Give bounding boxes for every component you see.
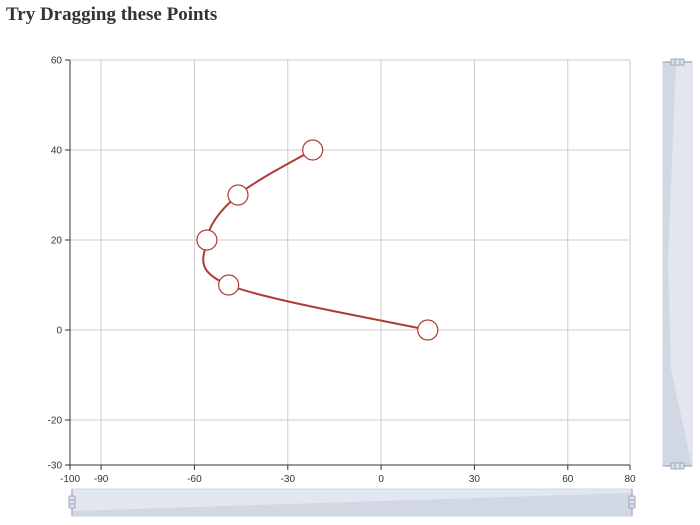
y-tick-label: 60 [51, 56, 63, 67]
draggable-point[interactable] [302, 139, 324, 161]
y-tick-label: -30 [48, 461, 63, 472]
x-tick-label: 30 [469, 474, 481, 485]
x-tick-label: -60 [187, 474, 202, 485]
y-tick-label: -20 [48, 416, 63, 427]
y-tick-label: 40 [51, 146, 63, 157]
y-zoom-slider[interactable] [662, 58, 693, 470]
x-zoom-data-shadow [72, 493, 632, 516]
axes [65, 59, 631, 470]
draggable-point[interactable] [417, 319, 439, 341]
draggable-point[interactable] [196, 229, 218, 251]
x-zoom-handle[interactable] [68, 495, 76, 509]
x-tick-label: -90 [94, 474, 109, 485]
page-title: Try Dragging these Points [6, 4, 218, 25]
tick-labels: -100 -90 -60 -30 0 30 60 80 -30 -20 0 20 40 60 [48, 56, 636, 486]
x-tick-label: -100 [60, 474, 80, 485]
y-tick-label: 0 [56, 326, 62, 337]
draggable-point[interactable] [227, 184, 249, 206]
x-zoom-slider[interactable] [68, 488, 636, 517]
x-tick-label: 0 [378, 474, 384, 485]
grid-lines [70, 59, 631, 465]
y-zoom-handle[interactable] [670, 462, 685, 470]
draggable-point[interactable] [218, 274, 240, 296]
x-tick-label: -30 [281, 474, 296, 485]
x-tick-label: 60 [562, 474, 574, 485]
y-zoom-handle[interactable] [670, 58, 685, 66]
x-zoom-handle[interactable] [628, 495, 636, 509]
y-tick-label: 20 [51, 236, 63, 247]
y-zoom-data-shadow [663, 62, 692, 466]
series-layer [196, 139, 439, 341]
x-tick-label: 80 [624, 474, 636, 485]
